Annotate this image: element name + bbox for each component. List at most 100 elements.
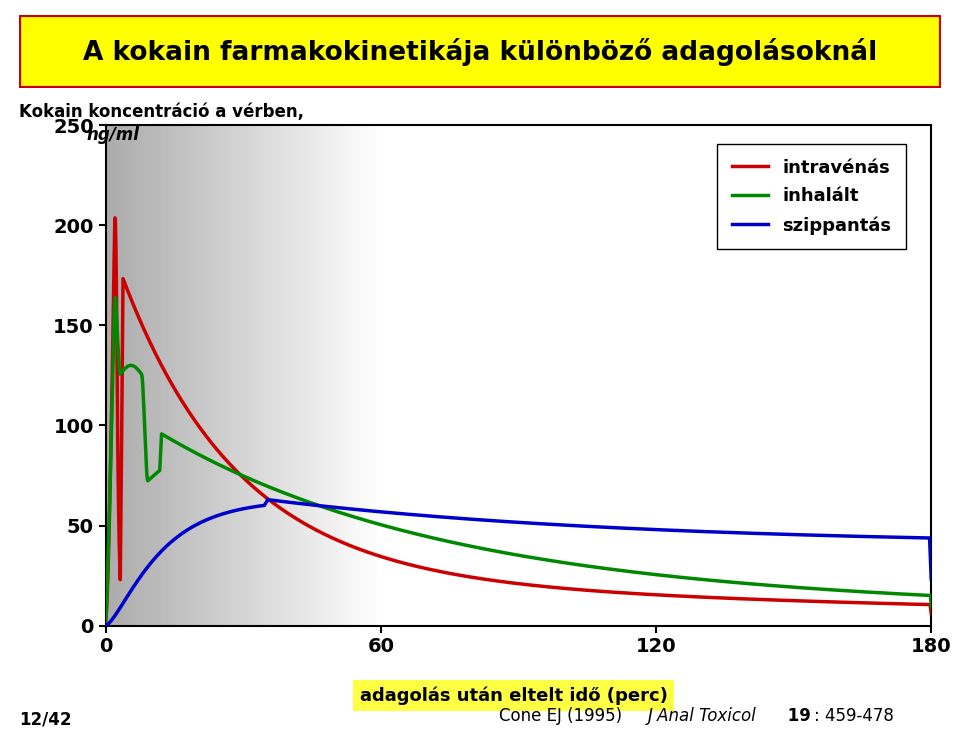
Bar <box>296 125 297 626</box>
Bar <box>197 125 198 626</box>
Bar <box>275 125 276 626</box>
Bar <box>316 125 318 626</box>
Bar <box>115 125 116 626</box>
Text: A kokain farmakokinetikája különböző adagolásoknál: A kokain farmakokinetikája különböző ada… <box>83 38 877 66</box>
Bar <box>261 125 262 626</box>
Bar <box>246 125 248 626</box>
Bar <box>167 125 169 626</box>
Bar <box>216 125 217 626</box>
Bar <box>137 125 138 626</box>
Bar <box>223 125 224 626</box>
Bar <box>279 125 280 626</box>
Bar <box>369 125 370 626</box>
Bar <box>121 125 122 626</box>
Bar <box>257 125 258 626</box>
Bar <box>262 125 264 626</box>
Bar <box>313 125 315 626</box>
Bar <box>340 125 341 626</box>
Bar <box>107 125 108 626</box>
Bar <box>147 125 148 626</box>
Bar <box>255 125 257 626</box>
Bar <box>180 125 181 626</box>
Bar <box>297 125 299 626</box>
Bar <box>159 125 160 626</box>
Bar <box>132 125 133 626</box>
Bar <box>221 125 223 626</box>
Bar <box>166 125 167 626</box>
Bar <box>345 125 347 626</box>
Bar <box>191 125 192 626</box>
Bar <box>109 125 111 626</box>
Bar <box>239 125 240 626</box>
Bar <box>378 125 379 626</box>
Bar <box>219 125 220 626</box>
Bar <box>303 125 305 626</box>
Bar <box>227 125 228 626</box>
Bar <box>338 125 340 626</box>
Bar <box>236 125 238 626</box>
Bar <box>356 125 357 626</box>
Bar <box>322 125 323 626</box>
Bar <box>240 125 242 626</box>
Bar <box>210 125 211 626</box>
Bar <box>217 125 219 626</box>
Bar <box>229 125 230 626</box>
Bar <box>280 125 281 626</box>
Bar <box>230 125 232 626</box>
Bar <box>366 125 367 626</box>
Bar <box>153 125 154 626</box>
Bar <box>144 125 146 626</box>
Bar <box>181 125 182 626</box>
Bar <box>344 125 345 626</box>
Bar <box>318 125 319 626</box>
Bar <box>350 125 352 626</box>
Bar <box>108 125 109 626</box>
Text: 12/42: 12/42 <box>19 711 72 729</box>
Bar <box>214 125 216 626</box>
Bar <box>311 125 312 626</box>
Bar <box>207 125 208 626</box>
Bar <box>122 125 124 626</box>
Bar <box>364 125 366 626</box>
Bar <box>376 125 378 626</box>
Bar <box>319 125 321 626</box>
Bar <box>163 125 165 626</box>
Bar <box>206 125 207 626</box>
Bar <box>151 125 153 626</box>
Bar <box>264 125 265 626</box>
Bar <box>370 125 372 626</box>
Bar <box>359 125 360 626</box>
Bar <box>125 125 127 626</box>
Bar <box>324 125 325 626</box>
Bar <box>119 125 121 626</box>
Bar <box>276 125 277 626</box>
Bar <box>204 125 206 626</box>
Bar <box>363 125 364 626</box>
Bar <box>172 125 173 626</box>
Bar <box>146 125 147 626</box>
Bar <box>226 125 227 626</box>
Bar <box>360 125 362 626</box>
Bar <box>258 125 260 626</box>
Bar <box>354 125 356 626</box>
Bar <box>127 125 128 626</box>
Bar <box>184 125 185 626</box>
Bar <box>198 125 199 626</box>
Bar <box>302 125 303 626</box>
Bar <box>176 125 178 626</box>
Bar <box>131 125 132 626</box>
Bar <box>347 125 348 626</box>
Bar <box>154 125 156 626</box>
Bar <box>245 125 246 626</box>
Bar <box>213 125 214 626</box>
Bar <box>138 125 140 626</box>
Bar <box>248 125 249 626</box>
Bar <box>128 125 129 626</box>
Bar <box>162 125 163 626</box>
Bar <box>308 125 309 626</box>
Text: ng/ml: ng/ml <box>86 126 139 144</box>
Bar <box>328 125 330 626</box>
Bar <box>286 125 287 626</box>
Bar <box>362 125 363 626</box>
Bar <box>327 125 328 626</box>
